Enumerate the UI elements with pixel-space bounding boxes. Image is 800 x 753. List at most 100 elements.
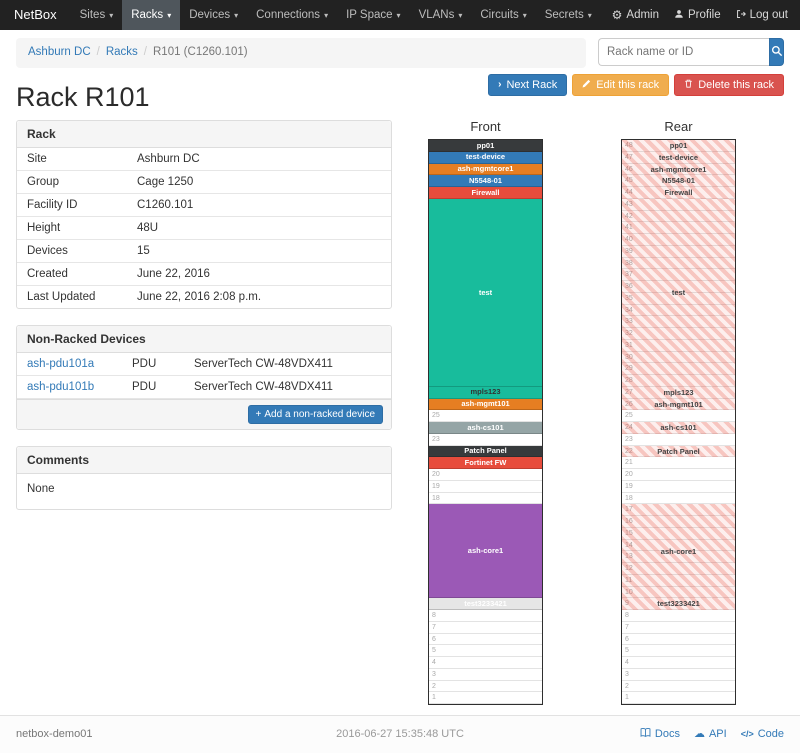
unit-number: 17 <box>625 505 633 515</box>
rack-panel-title: Rack <box>17 121 391 148</box>
unit-number: 16 <box>625 517 633 527</box>
brand-logo[interactable]: NetBox <box>14 7 57 22</box>
rack-device-mpls123[interactable]: mpls123 <box>429 386 542 399</box>
admin-link[interactable]: ⚙ Admin <box>612 9 659 21</box>
chevron-down-icon: ▾ <box>458 10 463 20</box>
rack-unit-6: 6 <box>622 634 735 646</box>
breadcrumb-item-racks[interactable]: Racks <box>105 46 138 58</box>
rack-device-n5548-01[interactable]: N5548-01 <box>429 175 542 187</box>
unit-number: 19 <box>625 482 633 490</box>
nav-item-ip-space[interactable]: IP Space ▾ <box>337 0 409 30</box>
nav-item-racks[interactable]: Racks ▾ <box>122 0 181 30</box>
rack-unit-14: 14 <box>622 540 735 552</box>
rack-device-ash-mgmt101[interactable]: ash-mgmt101 <box>429 398 542 411</box>
page-title: Rack R101 <box>16 82 150 112</box>
unit-number: 44 <box>625 188 633 198</box>
unit-number: 7 <box>432 623 436 631</box>
device-link[interactable]: ash-pdu101a <box>27 358 95 370</box>
search-button[interactable] <box>769 38 784 66</box>
unit-number: 18 <box>625 494 633 502</box>
rack-unit-4: 4 <box>429 657 542 669</box>
nav-item-circuits[interactable]: Circuits ▾ <box>471 0 535 30</box>
rack-device-n5548-01[interactable]: N5548-01 <box>622 175 735 187</box>
rack-unit-1: 1 <box>622 692 735 704</box>
api-label: API <box>708 728 727 740</box>
docs-link[interactable]: Docs <box>640 727 680 741</box>
device-link[interactable]: ash-pdu101b <box>27 381 95 393</box>
rack-device-fortinet-fw[interactable]: Fortinet FW <box>429 457 542 469</box>
rack-device-ash-core1[interactable]: ash-core1 <box>622 504 735 599</box>
rack-device-ash-cs101[interactable]: ash-cs101 <box>429 422 542 434</box>
unit-number: 5 <box>432 647 436 655</box>
unit-number: 30 <box>625 353 633 363</box>
row-value[interactable]: 15 <box>137 245 150 257</box>
unit-number: 9 <box>625 599 629 609</box>
table-row: Height 48U <box>17 217 391 240</box>
table-row: ash-pdu101b PDU ServerTech CW-48VDX411 <box>17 376 391 399</box>
table-row: ash-pdu101a PDU ServerTech CW-48VDX411 <box>17 353 391 376</box>
unit-number: 40 <box>625 235 633 245</box>
rack-device-test-device[interactable]: test-device <box>622 151 735 164</box>
nav-item-sites[interactable]: Sites ▾ <box>71 0 123 30</box>
nav-item-secrets[interactable]: Secrets ▾ <box>536 0 601 30</box>
rack-device-ash-core1[interactable]: ash-core1 <box>429 504 542 599</box>
unit-number: 23 <box>625 435 633 443</box>
unit-number: 6 <box>625 635 629 643</box>
rack-device-mpls123[interactable]: mpls123 <box>622 386 735 399</box>
next-rack-button[interactable]: › Next Rack <box>488 74 568 96</box>
profile-link[interactable]: Profile <box>674 9 721 22</box>
device-role: PDU <box>132 381 157 393</box>
rack-device-ash-mgmt101[interactable]: ash-mgmt101 <box>622 398 735 411</box>
rack-unit-44: 44 <box>622 187 735 199</box>
rack-unit-2: 2 <box>622 681 735 693</box>
search-input[interactable] <box>598 38 769 66</box>
row-value[interactable]: Cage 1250 <box>137 176 194 188</box>
rack-unit-36: 36 <box>622 281 735 293</box>
rack-device-patch-panel[interactable]: Patch Panel <box>429 445 542 458</box>
rack-unit-43: 43 <box>622 199 735 211</box>
logout-link[interactable]: Log out <box>736 9 788 22</box>
rack-device-test3233421[interactable]: test3233421 <box>429 598 542 610</box>
rack-unit-18: 18 <box>429 493 542 505</box>
rack-device-test3233421[interactable]: test3233421 <box>622 598 735 610</box>
rack-device-pp01[interactable]: pp01 <box>622 140 735 152</box>
code-link[interactable]: </> Code <box>741 727 784 741</box>
table-row: Facility ID C1260.101 <box>17 194 391 217</box>
row-value[interactable]: Ashburn DC <box>137 153 200 165</box>
unit-number: 38 <box>625 259 633 269</box>
unit-number: 27 <box>625 388 633 398</box>
rack-device-firewall[interactable]: Firewall <box>622 187 735 199</box>
rack-unit-6: 6 <box>429 634 542 646</box>
rack-device-test-device[interactable]: test-device <box>429 151 542 164</box>
rack-device-ash-mgmtcore1[interactable]: ash-mgmtcore1 <box>429 163 542 176</box>
docs-label: Docs <box>654 728 680 740</box>
cloud-icon: ☁ <box>693 727 705 740</box>
action-buttons: › Next Rack Edit this rack Delete this r… <box>488 74 784 96</box>
nav-item-devices[interactable]: Devices ▾ <box>180 0 247 30</box>
rack-device-pp01[interactable]: pp01 <box>429 140 542 152</box>
rack-device-test[interactable]: test <box>622 198 735 387</box>
rack-device-ash-mgmtcore1[interactable]: ash-mgmtcore1 <box>622 163 735 176</box>
api-link[interactable]: ☁ API <box>694 727 727 741</box>
row-label: Created <box>27 268 68 280</box>
nav-item-vlans[interactable]: VLANs ▾ <box>410 0 472 30</box>
breadcrumb-item-ashburn-dc[interactable]: Ashburn DC <box>28 46 91 58</box>
rack-device-ash-cs101[interactable]: ash-cs101 <box>622 422 735 434</box>
delete-rack-button[interactable]: Delete this rack <box>674 74 784 96</box>
rack-unit-10: 10 <box>622 587 735 599</box>
unit-number: 2 <box>432 682 436 690</box>
rack-device-patch-panel[interactable]: Patch Panel <box>622 445 735 458</box>
chevron-down-icon: ▾ <box>587 10 592 20</box>
rack-unit-7: 7 <box>429 622 542 634</box>
device-type: ServerTech CW-48VDX411 <box>194 358 333 370</box>
add-non-racked-device-button[interactable]: + Add a non-racked device <box>247 405 383 424</box>
nav-item-connections[interactable]: Connections ▾ <box>247 0 337 30</box>
navbar-menu: Sites ▾ Racks ▾ Devices ▾ Connections ▾ IP Space… <box>71 0 601 30</box>
rack-unit-47: 47 <box>622 152 735 164</box>
non-racked-panel: Non-Racked Devices ash-pdu101a PDU ServerT… <box>16 325 392 430</box>
edit-rack-button[interactable]: Edit this rack <box>572 74 670 96</box>
rack-unit-24: 24 <box>622 422 735 434</box>
rack-device-test[interactable]: test <box>429 198 542 387</box>
logout-icon <box>736 9 746 22</box>
rack-device-firewall[interactable]: Firewall <box>429 187 542 199</box>
